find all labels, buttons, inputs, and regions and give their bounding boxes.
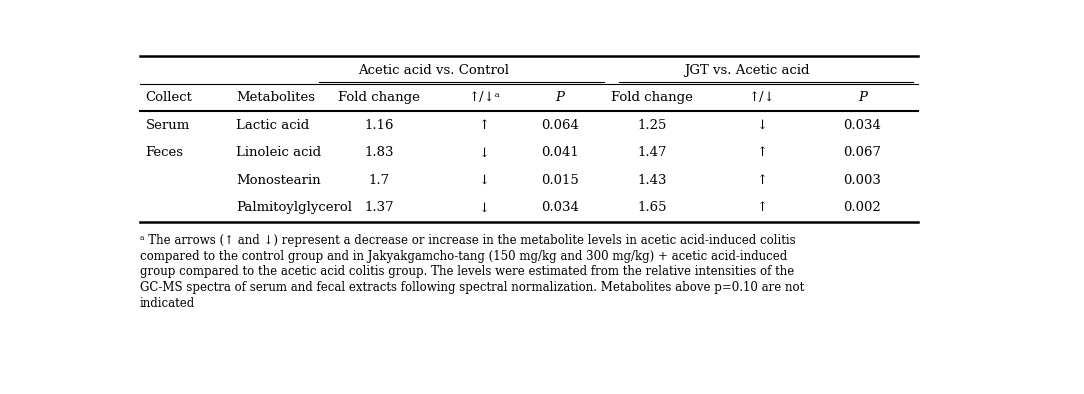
Text: ↑: ↑ (756, 146, 767, 159)
Text: 0.034: 0.034 (843, 119, 881, 132)
Text: 0.064: 0.064 (541, 119, 579, 132)
Text: 0.067: 0.067 (843, 146, 881, 159)
Text: P: P (857, 91, 866, 104)
Text: 1.16: 1.16 (364, 119, 393, 132)
Text: 1.43: 1.43 (637, 174, 667, 187)
Text: 0.002: 0.002 (843, 201, 881, 214)
Text: 0.015: 0.015 (541, 174, 579, 187)
Text: ↓: ↓ (478, 146, 490, 159)
Text: Serum: Serum (145, 119, 190, 132)
Text: 1.25: 1.25 (637, 119, 667, 132)
Text: Collect: Collect (145, 91, 193, 104)
Text: ᵃ The arrows (↑ and ↓) represent a decrease or increase in the metabolite levels: ᵃ The arrows (↑ and ↓) represent a decre… (140, 234, 796, 247)
Text: group compared to the acetic acid colitis group. The levels were estimated from : group compared to the acetic acid coliti… (140, 266, 793, 279)
Text: Acetic acid vs. Control: Acetic acid vs. Control (358, 64, 509, 77)
Text: indicated: indicated (140, 297, 195, 310)
Text: GC-MS spectra of serum and fecal extracts following spectral normalization. Meta: GC-MS spectra of serum and fecal extract… (140, 281, 804, 294)
Text: 0.003: 0.003 (843, 174, 881, 187)
Text: 1.65: 1.65 (637, 201, 667, 214)
Text: Metabolites: Metabolites (236, 91, 315, 104)
Text: ↑/↓: ↑/↓ (748, 91, 775, 104)
Text: Feces: Feces (145, 146, 183, 159)
Text: ↓: ↓ (756, 119, 767, 132)
Text: Palmitoylglycerol: Palmitoylglycerol (236, 201, 352, 214)
Text: Fold change: Fold change (611, 91, 693, 104)
Text: ↑: ↑ (756, 201, 767, 214)
Text: 0.041: 0.041 (541, 146, 579, 159)
Text: ↓: ↓ (478, 201, 490, 214)
Text: Linoleic acid: Linoleic acid (236, 146, 322, 159)
Text: ↑: ↑ (756, 174, 767, 187)
Text: 1.83: 1.83 (364, 146, 393, 159)
Text: 1.47: 1.47 (637, 146, 667, 159)
Text: JGT vs. Acetic acid: JGT vs. Acetic acid (684, 64, 810, 77)
Text: P: P (555, 91, 564, 104)
Text: ↑/↓ᵃ: ↑/↓ᵃ (468, 91, 500, 104)
Text: ↑: ↑ (478, 119, 490, 132)
Text: 1.7: 1.7 (369, 174, 389, 187)
Text: Lactic acid: Lactic acid (236, 119, 310, 132)
Text: Monostearin: Monostearin (236, 174, 321, 187)
Text: ↓: ↓ (478, 174, 490, 187)
Text: compared to the control group and in Jakyakgamcho-tang (150 mg/kg and 300 mg/kg): compared to the control group and in Jak… (140, 250, 787, 263)
Text: Fold change: Fold change (338, 91, 421, 104)
Text: 1.37: 1.37 (364, 201, 393, 214)
Text: 0.034: 0.034 (541, 201, 579, 214)
